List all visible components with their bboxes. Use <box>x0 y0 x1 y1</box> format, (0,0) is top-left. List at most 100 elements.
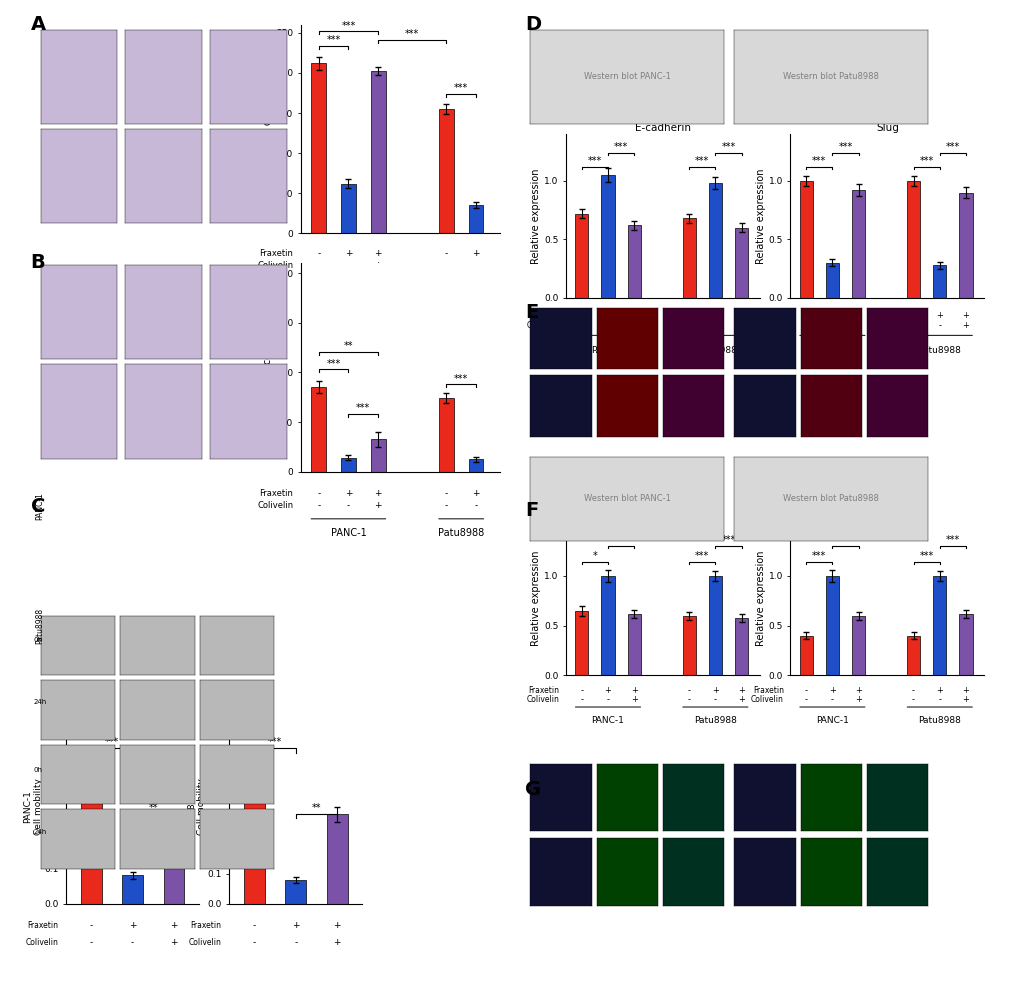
Text: -: - <box>687 695 690 704</box>
Bar <box>627 614 640 675</box>
Text: ***: *** <box>356 403 370 413</box>
Bar <box>438 398 453 472</box>
Y-axis label: PANC-1
Cell mobility: PANC-1 Cell mobility <box>23 779 43 835</box>
Text: -: - <box>346 261 350 270</box>
Text: -: - <box>911 311 914 320</box>
Bar <box>906 636 919 675</box>
Text: +: + <box>738 311 744 320</box>
Bar <box>370 439 385 472</box>
Text: PANC-1: PANC-1 <box>815 346 848 355</box>
Text: Fraxetin: Fraxetin <box>752 311 784 320</box>
Text: PANC-1: PANC-1 <box>330 287 366 297</box>
Text: +: + <box>854 695 861 704</box>
Text: -: - <box>606 695 609 704</box>
Bar <box>708 576 721 675</box>
Text: Patu8988: Patu8988 <box>917 716 960 725</box>
Text: +: + <box>711 686 718 695</box>
Text: 0h: 0h <box>34 767 43 773</box>
Bar <box>285 880 306 904</box>
Text: ***: *** <box>326 35 340 45</box>
Text: -: - <box>804 322 807 331</box>
Bar <box>438 109 453 233</box>
Text: +: + <box>935 311 943 320</box>
Text: +: + <box>472 249 479 258</box>
Text: -: - <box>130 938 135 947</box>
Y-axis label: Relative expression: Relative expression <box>755 168 765 264</box>
Text: +: + <box>291 922 300 930</box>
Text: PANC-1: PANC-1 <box>815 716 848 725</box>
Bar <box>122 876 143 904</box>
Text: ***: *** <box>919 551 932 561</box>
Text: F: F <box>525 501 538 520</box>
Text: Colivelin: Colivelin <box>750 322 784 331</box>
Text: ***: *** <box>695 156 708 167</box>
Text: +: + <box>854 322 861 331</box>
Text: Patu8988: Patu8988 <box>917 346 960 355</box>
Text: PANC-1: PANC-1 <box>591 346 624 355</box>
Text: -: - <box>580 322 583 331</box>
Text: +: + <box>854 311 861 320</box>
Text: +: + <box>374 249 381 258</box>
Text: +: + <box>604 311 610 320</box>
Text: -: - <box>253 922 256 930</box>
Text: D: D <box>525 15 541 34</box>
Text: ***: *** <box>341 21 356 31</box>
Title: Slug: Slug <box>875 123 898 133</box>
Bar <box>932 576 946 675</box>
Text: A: A <box>31 15 46 34</box>
Text: Colivelin: Colivelin <box>750 695 784 704</box>
Text: -: - <box>937 322 941 331</box>
Text: +: + <box>333 922 340 930</box>
Text: +: + <box>854 686 861 695</box>
Text: Colivelin: Colivelin <box>526 695 559 704</box>
Text: -: - <box>804 686 807 695</box>
Text: *: * <box>592 551 597 561</box>
Text: +: + <box>170 938 177 947</box>
Text: +: + <box>374 501 381 510</box>
Title: E-cadherin: E-cadherin <box>635 123 690 133</box>
Text: Fraxetin: Fraxetin <box>752 686 784 695</box>
Bar <box>825 576 838 675</box>
Bar <box>311 387 326 472</box>
Title: N-cadherin: N-cadherin <box>634 510 691 520</box>
Text: Patu8988: Patu8988 <box>36 608 45 643</box>
Bar <box>340 184 356 233</box>
Text: +: + <box>738 686 744 695</box>
Text: -: - <box>317 489 320 498</box>
Text: +: + <box>472 489 479 498</box>
Bar <box>340 458 356 472</box>
Bar <box>163 826 184 904</box>
Text: +: + <box>604 686 610 695</box>
Text: -: - <box>580 695 583 704</box>
Bar <box>959 193 971 298</box>
Y-axis label: Patu8988
Cell mobility: Patu8988 Cell mobility <box>186 779 206 835</box>
Bar <box>932 265 946 298</box>
Text: -: - <box>580 311 583 320</box>
Text: ***: *** <box>326 358 340 368</box>
Bar <box>799 636 812 675</box>
Text: C: C <box>31 496 45 515</box>
Text: ***: *** <box>105 737 119 747</box>
Text: +: + <box>935 686 943 695</box>
Bar <box>851 616 864 675</box>
Text: +: + <box>333 938 340 947</box>
Bar <box>959 614 971 675</box>
Bar <box>682 218 695 298</box>
Text: +: + <box>170 922 177 930</box>
Text: Western blot PANC-1: Western blot PANC-1 <box>583 72 671 81</box>
Text: PANC-1: PANC-1 <box>36 493 45 520</box>
Text: ***: *** <box>695 551 708 561</box>
Text: -: - <box>444 249 447 258</box>
Text: B: B <box>31 253 45 272</box>
Text: ***: *** <box>811 551 825 561</box>
Text: -: - <box>253 938 256 947</box>
Text: +: + <box>738 322 744 331</box>
Bar <box>370 71 385 233</box>
Text: **: ** <box>840 535 850 545</box>
Text: -: - <box>317 249 320 258</box>
Text: +: + <box>630 322 637 331</box>
Text: E: E <box>525 303 538 322</box>
Text: -: - <box>474 501 477 510</box>
Bar <box>851 191 864 298</box>
Text: ***: *** <box>811 156 825 167</box>
